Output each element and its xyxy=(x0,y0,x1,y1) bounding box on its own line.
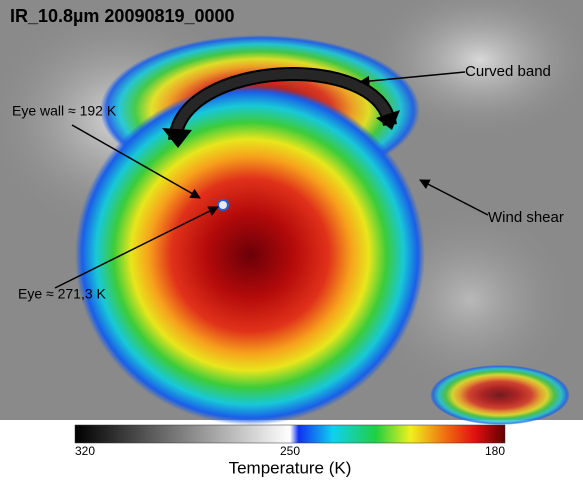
arrow-head xyxy=(376,110,400,130)
pointer xyxy=(54,206,219,289)
pointer xyxy=(71,124,201,199)
eye xyxy=(217,199,229,211)
image-title: IR_10.8µm 20090819_0000 xyxy=(10,6,235,26)
pointer xyxy=(419,179,489,216)
colorbar-tick-label: 250 xyxy=(280,444,300,458)
annotation: Curved band xyxy=(465,63,551,80)
pointer xyxy=(358,71,466,87)
colorbar-tick-label: 320 xyxy=(75,444,95,458)
hurricane xyxy=(75,85,425,425)
colorbar-label: Temperature (K) xyxy=(229,458,352,477)
colorbar xyxy=(74,424,506,444)
annotation: Eye ≈ 271,3 K xyxy=(18,286,107,302)
arrow-head xyxy=(162,128,192,148)
colorbar-tick-label: 180 xyxy=(485,444,505,458)
annotation: Wind shear xyxy=(488,209,564,226)
annotation: Eye wall ≈ 192 K xyxy=(12,103,117,119)
curved-band-arrow-inner xyxy=(170,69,395,141)
colorbar-ticks: 320 250 180 xyxy=(75,444,505,458)
convection xyxy=(430,365,570,425)
curved-band-arrow xyxy=(168,67,397,142)
